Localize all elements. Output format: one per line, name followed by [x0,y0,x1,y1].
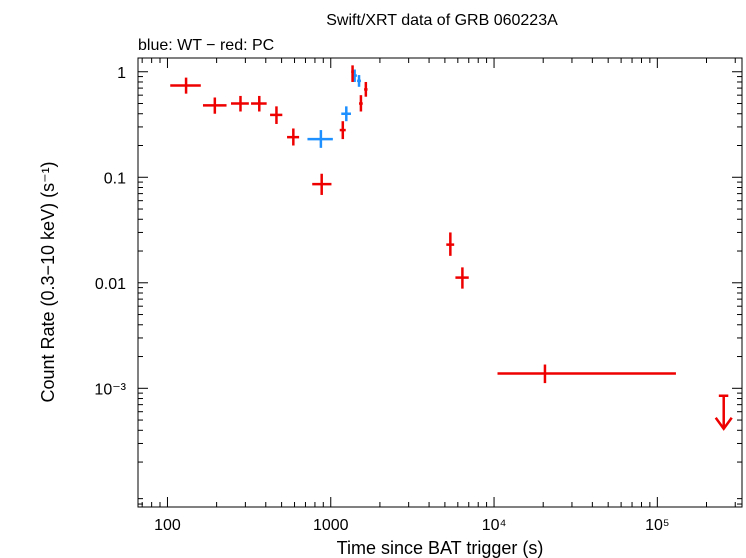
x-tick-label: 1000 [313,517,349,534]
y-tick-label: 1 [117,65,126,82]
y-tick-label: 10⁻³ [94,381,126,398]
y-tick-label: 0.1 [104,170,126,187]
plot-frame [137,57,743,508]
plot-area: 100 1000 10⁴ 10⁵ 1 0.1 0.01 10⁻³ [94,57,743,534]
x-tick-label: 10⁵ [645,517,669,534]
chart-subtitle: blue: WT − red: PC [138,37,274,54]
y-axis-label: Count Rate (0.3−10 keV) (s⁻¹) [38,161,58,402]
x-tick-label: 100 [154,517,181,534]
upper-limit-arrow-icon [714,417,733,431]
chart-title: Swift/XRT data of GRB 060223A [326,12,558,29]
y-tick-label: 0.01 [95,276,126,293]
x-axis-label: Time since BAT trigger (s) [337,538,544,558]
x-tick-label: 10⁴ [482,517,507,534]
